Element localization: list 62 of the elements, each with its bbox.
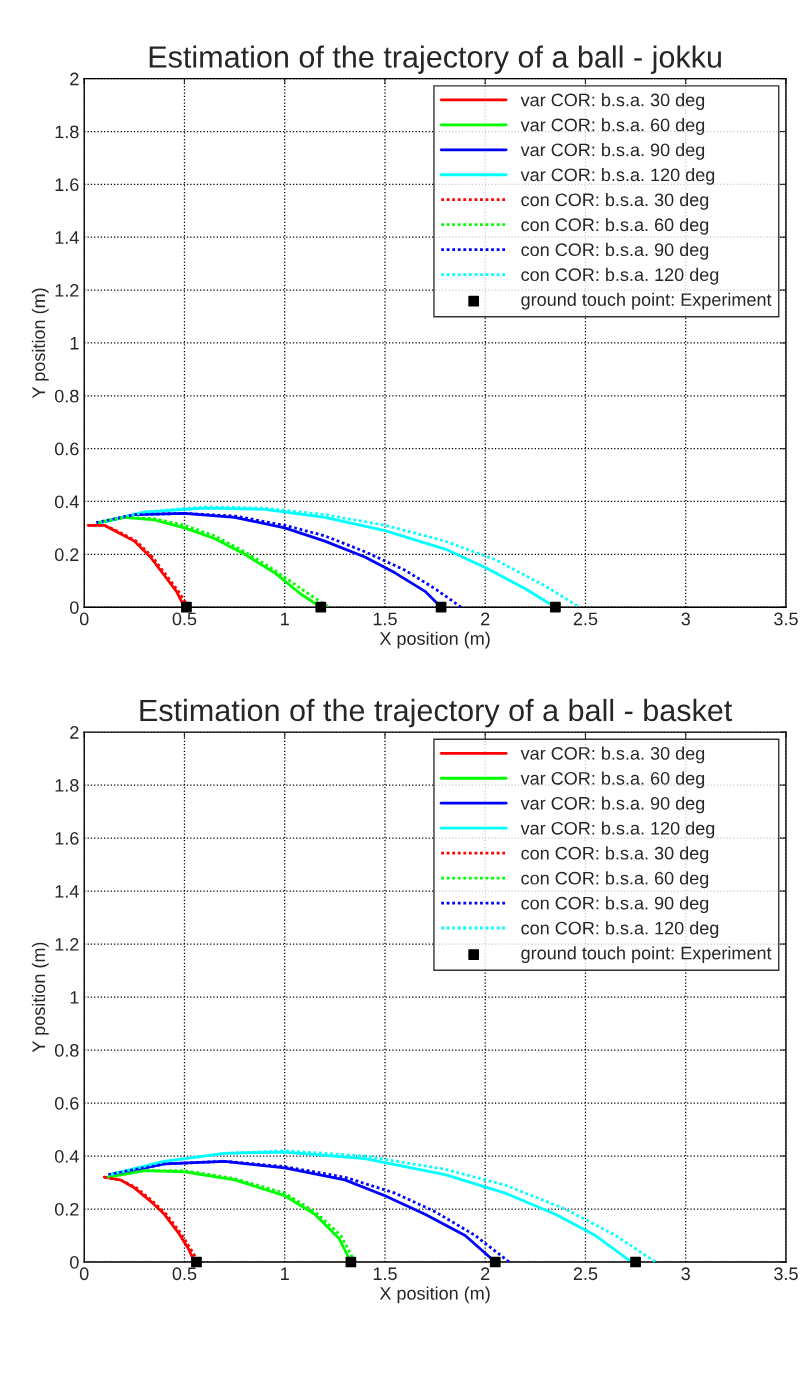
x-tick-label: 2 <box>481 612 490 626</box>
legend-label: con COR: b.s.a. 30 deg <box>521 192 709 210</box>
legend-label: con COR: b.s.a. 60 deg <box>521 871 709 889</box>
y-tick-label: 0.2 <box>54 1202 79 1216</box>
y-tick-label: 1 <box>70 991 79 1004</box>
y-tick-label: 2 <box>70 72 79 86</box>
y-tick-label: 0.6 <box>54 442 79 456</box>
y-tick-label: 1.4 <box>55 231 79 244</box>
x-tick-label: 2 <box>481 1267 490 1280</box>
legend-label: var COR: b.s.a. 120 deg <box>520 821 715 839</box>
legend-label: con COR: b.s.a. 60 deg <box>521 217 709 235</box>
y-tick-label: 0.8 <box>54 389 79 403</box>
x-tick-label: 1.5 <box>373 1267 397 1281</box>
legend-label: con COR: b.s.a. 120 deg <box>521 267 719 285</box>
y-tick-label: 1.6 <box>55 178 79 192</box>
legend-label: con COR: b.s.a. 120 deg <box>521 921 719 939</box>
y-tick-label: 0 <box>70 1255 79 1269</box>
y-tick-label: 0.4 <box>54 495 79 509</box>
legend-label: con COR: b.s.a. 90 deg <box>521 896 709 914</box>
y-tick-label: 1.8 <box>55 125 79 139</box>
y-tick-label: 1.2 <box>55 937 79 951</box>
y-tick-label: 1.6 <box>55 832 79 845</box>
y-tick-label: 2 <box>70 726 79 739</box>
x-tick-label: 0 <box>79 612 89 626</box>
x-tick-label: 3 <box>681 1267 690 1281</box>
legend-label: var COR: b.s.a. 30 deg <box>520 746 705 764</box>
legend-label: var COR: b.s.a. 120 deg <box>520 167 715 185</box>
y-tick-label: 0.6 <box>54 1096 79 1110</box>
y-tick-label: 1.2 <box>55 284 79 297</box>
x-tick-label: 1.5 <box>373 612 397 626</box>
y-tick-label: 1.4 <box>55 885 79 898</box>
legend-label: var COR: b.s.a. 60 deg <box>520 118 705 135</box>
legend-label: var COR: b.s.a. 90 deg <box>520 143 705 160</box>
y-axis-title: Y position (m) <box>31 288 49 399</box>
legend-label: con COR: b.s.a. 30 deg <box>521 846 709 864</box>
legend-label: var COR: b.s.a. 60 deg <box>520 771 705 789</box>
y-tick-label: 0.4 <box>54 1149 79 1163</box>
y-tick-label: 0.2 <box>54 548 79 562</box>
x-tick-label: 2.5 <box>573 612 598 626</box>
y-tick-label: 0.8 <box>54 1043 79 1057</box>
x-tick-label: 3.5 <box>774 1267 798 1281</box>
legend-label: var COR: b.s.a. 90 deg <box>520 796 705 814</box>
x-tick-label: 0 <box>79 1267 89 1281</box>
legend-label: ground touch point: Experiment <box>521 946 772 964</box>
x-tick-label: 2.5 <box>573 1267 598 1281</box>
chart-title: Estimation of the trajectory of a ball - jokku <box>149 45 721 74</box>
x-tick-label: 0.5 <box>172 1267 197 1281</box>
x-tick-label: 3.5 <box>774 612 798 626</box>
y-tick-label: 1.8 <box>55 779 79 792</box>
y-tick-label: 1 <box>70 337 79 350</box>
y-tick-label: 0 <box>70 601 79 614</box>
x-tick-label: 1 <box>281 1267 289 1280</box>
legend-label: var COR: b.s.a. 30 deg <box>520 93 705 110</box>
x-axis-title: X position (m) <box>379 631 490 649</box>
x-tick-label: 0.5 <box>172 612 197 626</box>
x-tick-label: 1 <box>281 612 289 626</box>
y-axis-title: Y position (m) <box>31 942 49 1053</box>
chart-title: Estimation of the trajectory of a ball - basket <box>140 698 733 728</box>
legend-label: con COR: b.s.a. 90 deg <box>521 242 709 260</box>
legend-label: ground touch point: Experiment <box>521 292 772 310</box>
x-axis-title: X position (m) <box>379 1286 490 1304</box>
x-tick-label: 3 <box>681 612 690 626</box>
